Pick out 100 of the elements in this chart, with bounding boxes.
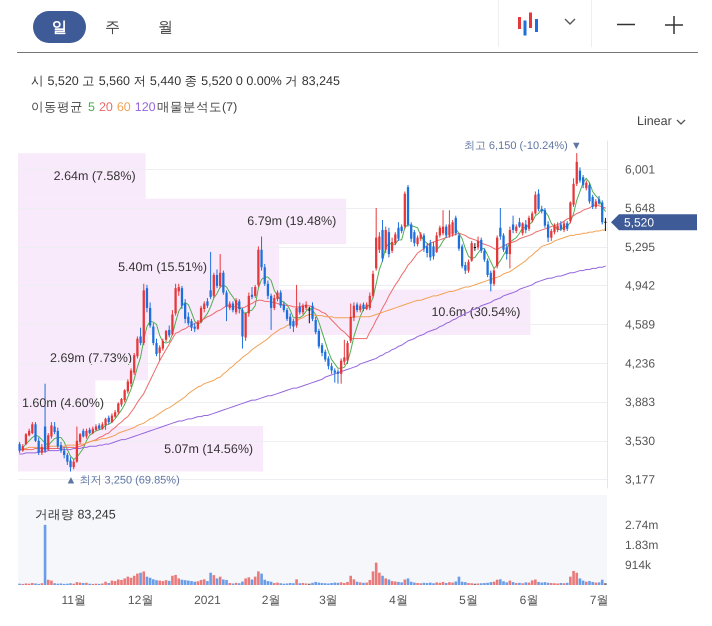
x-tick-label: 5월 xyxy=(459,593,478,607)
candlestick xyxy=(384,226,387,254)
text: 20 xyxy=(98,100,113,114)
bar xyxy=(598,582,600,585)
bar xyxy=(171,576,174,585)
candlestick xyxy=(474,242,476,252)
text: 120 xyxy=(134,100,156,114)
bar xyxy=(152,579,155,585)
bar xyxy=(250,580,254,585)
chart-subtitle: 시 5,520 고 5,560 저 5,440 종 5,520 0 0.00% 거 83,245 xyxy=(31,73,340,90)
bar xyxy=(448,582,451,585)
bar xyxy=(104,582,107,585)
candlestick xyxy=(168,324,170,338)
bar xyxy=(458,576,460,585)
bar xyxy=(384,578,388,585)
bar xyxy=(132,576,136,585)
candlestick xyxy=(594,198,598,210)
y-tick-label: 2.74m xyxy=(625,518,658,532)
candlestick xyxy=(566,220,568,232)
bar xyxy=(46,580,50,585)
y-tick-label: 3,530 xyxy=(625,434,656,448)
bar xyxy=(162,581,164,585)
candlestick xyxy=(117,402,120,415)
text: 5,520 xyxy=(624,215,654,230)
bar xyxy=(177,578,180,585)
bar xyxy=(190,581,193,585)
data-label: 5.07m (14.56%) xyxy=(164,440,254,457)
bar xyxy=(136,574,139,585)
text: 5 xyxy=(88,100,95,114)
candlestick xyxy=(601,200,604,225)
bar xyxy=(244,578,247,585)
bar xyxy=(200,580,202,585)
bar xyxy=(496,580,498,585)
candlestick xyxy=(556,222,559,233)
data-label: 2.69m (7.73%) xyxy=(50,350,132,366)
bar xyxy=(390,581,394,585)
bar xyxy=(352,579,356,585)
bar xyxy=(216,578,218,585)
candlestick xyxy=(585,180,588,191)
bar xyxy=(212,575,216,585)
bar xyxy=(397,582,400,585)
bar xyxy=(123,578,126,585)
bar xyxy=(120,580,123,585)
bar xyxy=(374,562,378,585)
legend-title: 이동평균 xyxy=(31,100,83,114)
y-tick-label: 4,942 xyxy=(625,278,656,293)
bar xyxy=(248,577,250,585)
candlestick xyxy=(219,254,222,289)
bar xyxy=(600,580,604,585)
bar xyxy=(148,578,152,585)
bar xyxy=(381,576,384,585)
bar xyxy=(196,581,200,585)
x-tick-label: 6월 xyxy=(520,593,538,607)
bar xyxy=(180,580,184,585)
y-tick-label: 4,236 xyxy=(625,356,656,370)
candlestick xyxy=(308,306,310,324)
data-label: 5.40m (15.51%) xyxy=(118,258,208,275)
candlestick xyxy=(429,239,432,262)
y-tick-label: 4,589 xyxy=(625,317,656,332)
bar xyxy=(544,582,546,585)
bar xyxy=(492,582,496,585)
candlestick xyxy=(212,272,215,299)
candlestick xyxy=(280,290,282,308)
bar xyxy=(209,572,212,585)
x-tick-label: 11월 xyxy=(61,593,86,607)
candlestick xyxy=(254,284,256,299)
x-tick-label: 12월 xyxy=(128,593,154,607)
bar xyxy=(508,580,512,585)
text: Linear xyxy=(637,113,672,129)
bar xyxy=(187,580,190,585)
bar xyxy=(114,581,116,585)
bar xyxy=(591,582,594,585)
candlestick xyxy=(40,444,44,456)
bar xyxy=(142,571,146,585)
bar xyxy=(582,580,584,585)
y-tick-label: 6,001 xyxy=(625,162,656,176)
candlestick xyxy=(273,294,276,311)
x-tick-label: 4월 xyxy=(389,593,408,607)
bar xyxy=(110,580,114,585)
bar xyxy=(130,578,132,585)
bar xyxy=(464,582,467,585)
bar xyxy=(349,576,352,585)
y-tick-label: 5,648 xyxy=(625,201,656,216)
x-tick-label: 3월 xyxy=(319,593,338,607)
candlestick xyxy=(302,303,304,315)
bar xyxy=(139,572,142,585)
bar xyxy=(116,580,120,585)
bar xyxy=(126,576,130,585)
bar xyxy=(530,580,534,585)
candlestick xyxy=(524,220,527,234)
bar xyxy=(512,582,514,585)
bar xyxy=(146,576,148,585)
bar xyxy=(442,582,444,585)
candlestick xyxy=(31,422,34,435)
chart-title: 매물분석도(7) xyxy=(157,99,238,116)
bar xyxy=(155,580,158,585)
x-tick-label: 2021 xyxy=(194,593,222,607)
bar xyxy=(537,582,540,585)
bar xyxy=(222,580,225,585)
bar xyxy=(260,574,263,585)
